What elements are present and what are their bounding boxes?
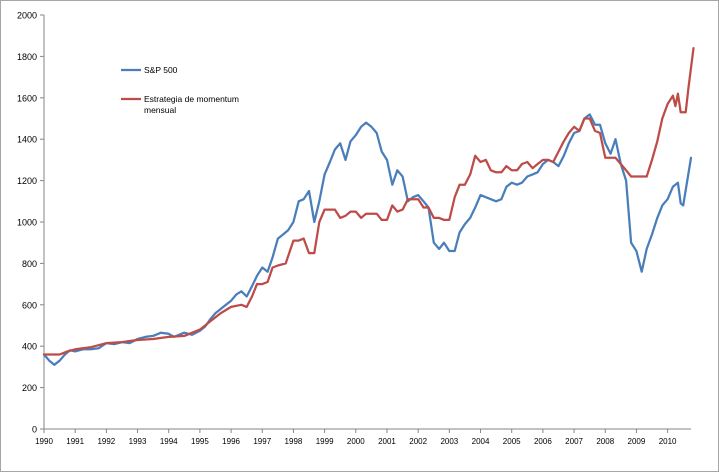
x-tick-label: 2005 bbox=[503, 437, 521, 446]
x-tick-label: 2003 bbox=[440, 437, 458, 446]
y-tick-label: 1200 bbox=[17, 176, 37, 186]
x-tick-label: 1994 bbox=[160, 437, 178, 446]
y-tick-label: 1600 bbox=[17, 93, 37, 103]
x-tick-label: 2001 bbox=[378, 437, 396, 446]
x-tick-label: 2000 bbox=[347, 437, 365, 446]
x-tick-label: 1999 bbox=[316, 437, 334, 446]
y-tick-label: 800 bbox=[22, 259, 37, 269]
x-tick-label: 2009 bbox=[628, 437, 646, 446]
y-tick-label: 400 bbox=[22, 342, 37, 352]
legend-label-2: Estrategia de momentum mensual bbox=[144, 94, 239, 115]
series-line-1 bbox=[42, 113, 693, 366]
x-tick-label: 1991 bbox=[66, 437, 84, 446]
x-tick-label: 1996 bbox=[222, 437, 240, 446]
x-tick-label: 2002 bbox=[409, 437, 427, 446]
x-tick-label: 2010 bbox=[659, 437, 677, 446]
y-tick-label: 1400 bbox=[17, 135, 37, 145]
x-tick-label: 2004 bbox=[472, 437, 490, 446]
x-tick-label: 1993 bbox=[129, 437, 147, 446]
y-tick-label: 200 bbox=[22, 383, 37, 393]
x-tick-label: 1992 bbox=[97, 437, 115, 446]
series-line-2 bbox=[42, 46, 695, 356]
y-tick-label: 1800 bbox=[17, 52, 37, 62]
x-tick-label: 2006 bbox=[534, 437, 552, 446]
y-tick-label: 600 bbox=[22, 300, 37, 310]
legend: S&P 500 Estrategia de momentum mensual bbox=[121, 65, 239, 115]
y-tick-label: 1000 bbox=[17, 218, 37, 228]
x-tick-label: 2007 bbox=[565, 437, 583, 446]
y-tick-label: 0 bbox=[32, 425, 37, 435]
x-tick-label: 1998 bbox=[285, 437, 303, 446]
y-axis-ticks: 0 200 400 600 800 1000 1200 1400 1600 1800 2000 bbox=[17, 11, 44, 435]
x-tick-label: 1990 bbox=[35, 437, 53, 446]
axes bbox=[43, 15, 691, 430]
x-tick-label: 1995 bbox=[191, 437, 209, 446]
y-tick-label: 2000 bbox=[17, 11, 37, 21]
legend-label-1: S&P 500 bbox=[144, 65, 178, 75]
x-tick-label: 1997 bbox=[253, 437, 271, 446]
x-tick-label: 2008 bbox=[596, 437, 614, 446]
series-lines bbox=[42, 46, 695, 366]
x-axis-ticks: 1990 1991 1992 1993 1994 1995 1996 1997 1998 1999… bbox=[35, 429, 677, 446]
